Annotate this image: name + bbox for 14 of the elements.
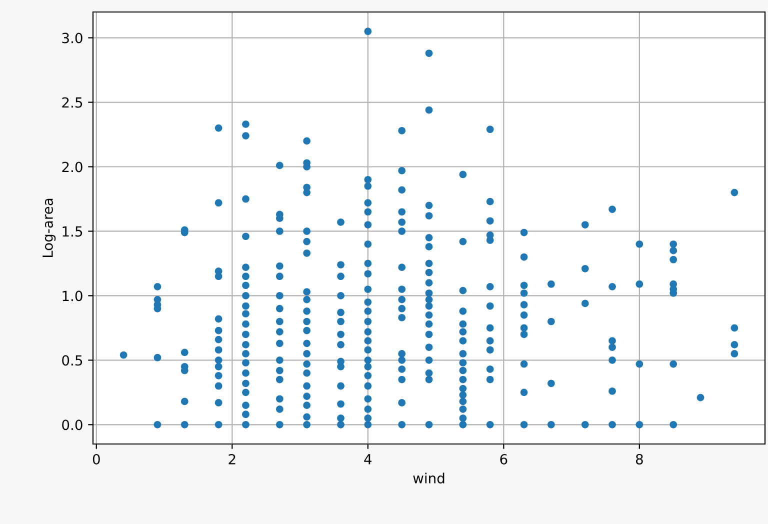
y-tick-label: 3.0 [62,32,82,44]
y-tick-label: 2.0 [62,162,82,172]
y-axis-title: Log-area [42,198,56,258]
y-tick-label: 1.5 [62,226,82,237]
y-tick-label: 0.5 [62,355,82,366]
x-axis-title: wind [413,472,444,484]
y-tick-label: 0.0 [62,420,82,430]
x-tick-label: 2 [228,454,236,464]
x-tick-label: 4 [364,454,372,464]
x-tick-label: 0 [92,454,100,464]
y-tick-label: 1.0 [62,290,82,302]
y-tick-label: 2.5 [62,97,82,108]
x-tick-label: 8 [636,454,643,464]
x-tick-label: 6 [500,454,508,464]
